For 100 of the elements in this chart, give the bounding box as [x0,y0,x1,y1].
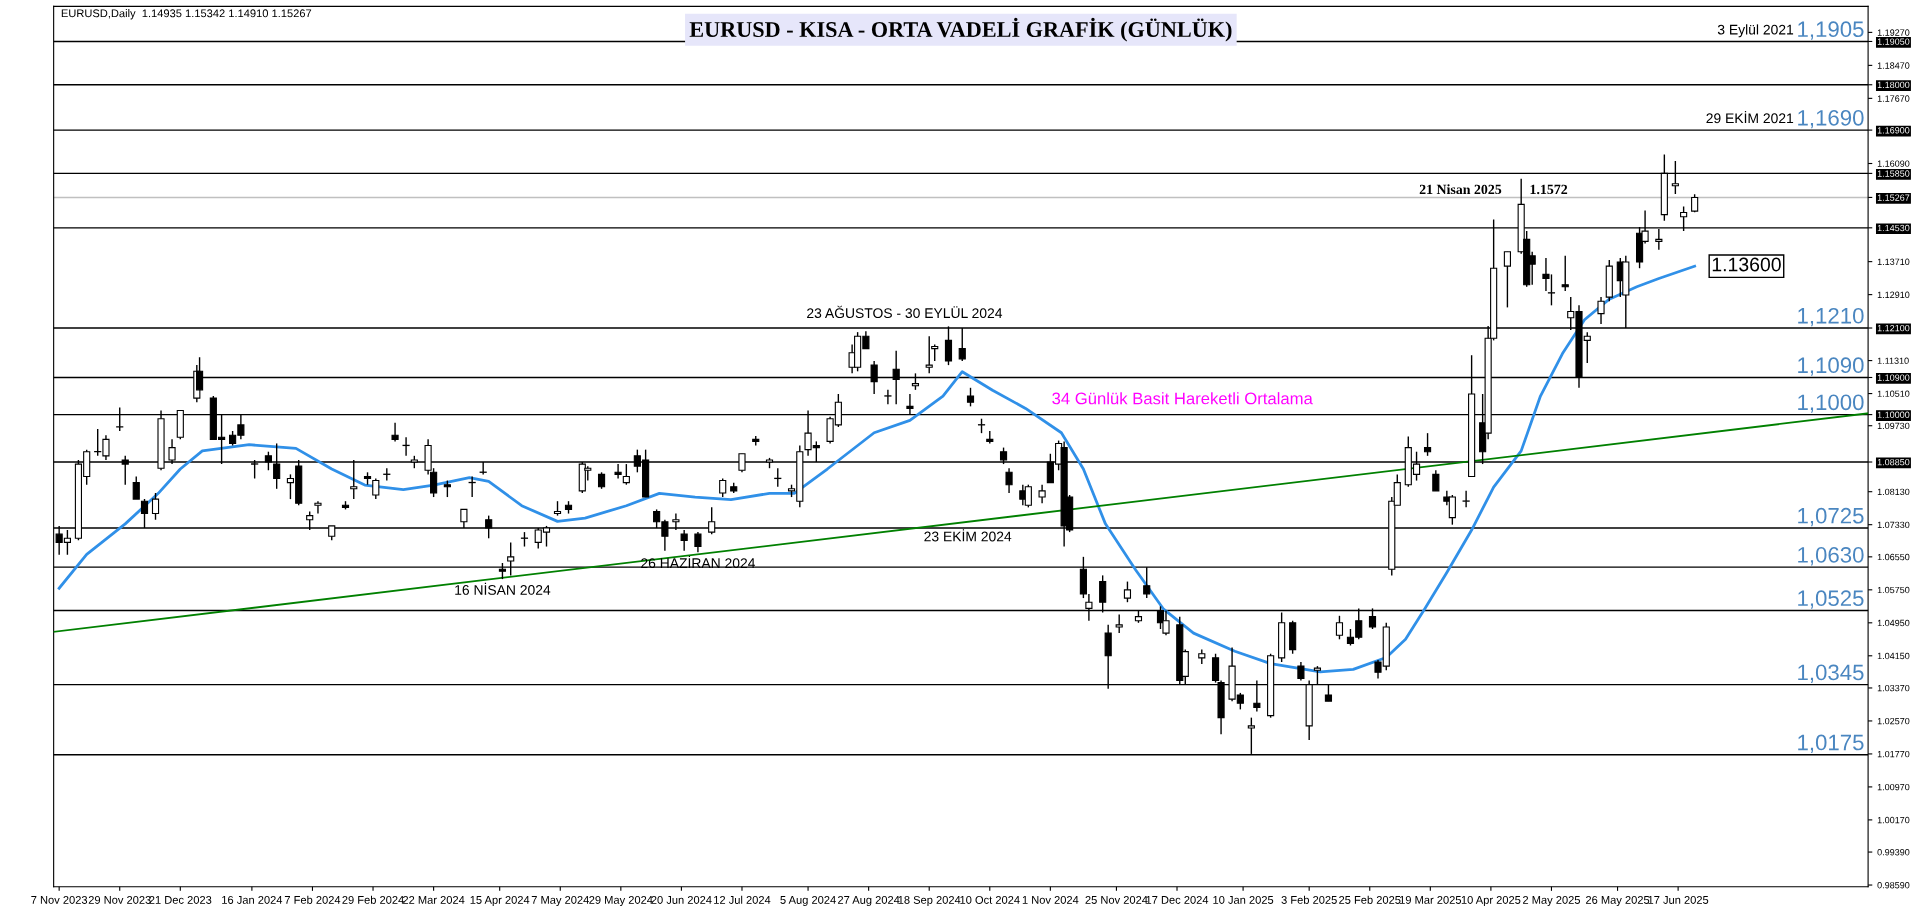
y-tick-label: 0.98590 [1877,882,1910,889]
ref-line-label: 1,1090 [1798,357,1864,376]
candlestick [468,475,476,498]
y-tick-label: 1.14530 [1877,224,1910,232]
y-tick-label: 1.00170 [1877,816,1910,824]
candlestick [719,477,727,498]
y-tick-label: 1.19270 [1877,29,1910,36]
annotation: 16 NİSAN 2024 [455,582,551,595]
y-tick-label: 1.01770 [1877,750,1910,758]
text: EURUSD - KISA - ORTA VADELİ GRAFİK (GÜNLÜK) [689,17,1232,42]
ref-line-label: 1,0345 [1798,664,1864,683]
candlestick [372,477,380,500]
x-tick-label: 25 Nov 2024 [1085,896,1148,904]
candlestick [1005,467,1013,494]
x-tick-label: 18 Sep 2024 [898,896,961,907]
y-tick-label: 1.10000 [1877,411,1910,418]
x-tick-label: 2 May 2025 [1523,896,1581,907]
y-tick-label: 1.18470 [1877,62,1910,69]
candlestick [1123,580,1132,603]
y-tick-label: 1.10510 [1877,390,1910,397]
x-tick-label: 17 Jun 2025 [1648,896,1709,904]
candlestick [132,475,140,500]
x-tick-label: 29 May 2024 [589,896,653,907]
x-tick-label: 7 May 2024 [531,896,589,907]
y-tick-label: 1.16900 [1877,127,1910,134]
line-series [57,264,1697,674]
y-tick-label: 1.15850 [1877,170,1910,177]
x-tick-label: 7 Feb 2024 [284,895,341,904]
x-tick-label: 19 Mar 2025 [1399,896,1462,904]
x-tick-label: 20 Jun 2024 [651,896,712,904]
candlestick [694,531,702,554]
x-tick-label: 5 Aug 2024 [780,896,836,907]
x-tick-label: 10 Oct 2024 [960,896,1020,904]
ref-line-label: 1,1000 [1798,394,1864,413]
chart-subtitle: EURUSD,Daily 1.14935 1.15342 1.14910 1.15267 [61,9,312,20]
candlestick [966,387,975,408]
ref-line-label: 1,0725 [1798,507,1864,527]
y-tick-label: 1.11310 [1877,357,1909,364]
x-tick-label: 26 May 2025 [1585,896,1650,907]
y-tick-label: 1.10900 [1877,374,1910,381]
y-tick-label: 1.19050 [1877,38,1910,45]
y-tick-label: 1.06550 [1877,553,1910,561]
annotation: 3 Eylül 2021 [1717,24,1794,38]
ref-line-label: 1,1690 [1798,109,1864,129]
annotation: 1.13600 [1712,257,1781,272]
x-tick-label: 10 Jan 2025 [1213,896,1274,904]
ref-line-label: 1,0525 [1798,590,1864,609]
annotation: 34 Günlük Basit Hareketli Ortalama [1052,392,1313,405]
x-tick-label: 3 Feb 2025 [1281,895,1337,904]
ref-line-label: 1,0630 [1798,547,1864,566]
candlestick [314,500,322,515]
annotation: 23 EKİM 2024 [924,529,1012,542]
y-tick-label: 1.04150 [1877,652,1910,660]
y-tick-label: 1.02570 [1877,717,1910,725]
candlestick [884,389,892,405]
y-tick-label: 1.07330 [1877,521,1910,529]
y-tick-label: 1.18000 [1877,81,1910,89]
candlestick [151,492,160,521]
candlestick [1503,251,1511,309]
ref-line-label: 1,0175 [1798,734,1864,753]
x-tick-label: 29 Nov 2023 [88,896,151,904]
x-tick-label: 15 Apr 2024 [470,896,530,907]
x-tick-label: 21 Dec 2023 [149,896,212,904]
x-tick-label: 17 Dec 2024 [1146,896,1209,904]
x-tick-label: 25 Feb 2025 [1339,895,1401,904]
annotation: 29 EKİM 2021 [1706,111,1794,124]
annotation: 1.1572 [1530,184,1568,195]
candlestick [1597,296,1605,325]
candlestick [391,422,399,443]
candlestick [1462,490,1470,509]
y-tick-label: 1.15267 [1877,194,1910,201]
y-tick-label: 1.05750 [1877,586,1910,594]
candlestick [1115,613,1123,634]
candlestick [1423,432,1432,457]
y-tick-label: 1.08130 [1877,488,1910,496]
ref-line-label: 1,1905 [1798,21,1864,40]
candlestick [1038,483,1046,504]
annotation: 26 HAZİRAN 2024 [641,555,756,569]
y-tick-label: 1.09730 [1877,422,1910,430]
y-tick-label: 1.12100 [1877,324,1910,332]
y-tick-label: 1.04950 [1877,619,1910,627]
x-tick-label: 1 Nov 2024 [1022,896,1079,904]
candlestick [1335,615,1344,640]
candlestick [1297,661,1305,682]
y-tick-label: 1.08850 [1877,458,1910,466]
x-tick-label: 22 Mar 2024 [402,896,465,904]
x-tick-label: 12 Jul 2024 [714,895,771,904]
x-tick-label: 29 Feb 2024 [342,895,404,904]
y-tick-label: 1.00970 [1877,783,1910,791]
y-tick-label: 0.99390 [1877,849,1910,856]
y-tick-label: 1.17670 [1877,95,1910,102]
x-tick-label: 10 Apr 2025 [1461,896,1521,907]
candlestick [402,436,410,457]
y-tick-label: 1.12910 [1877,291,1910,298]
y-tick-label: 1.03370 [1877,684,1910,692]
annotation: 21 Nisan 2025 [1419,184,1502,195]
y-tick-label: 1.16090 [1877,160,1910,167]
x-tick-label: 27 Aug 2024 [837,896,900,907]
candlestick [1561,255,1569,292]
candlestick [1432,469,1440,492]
